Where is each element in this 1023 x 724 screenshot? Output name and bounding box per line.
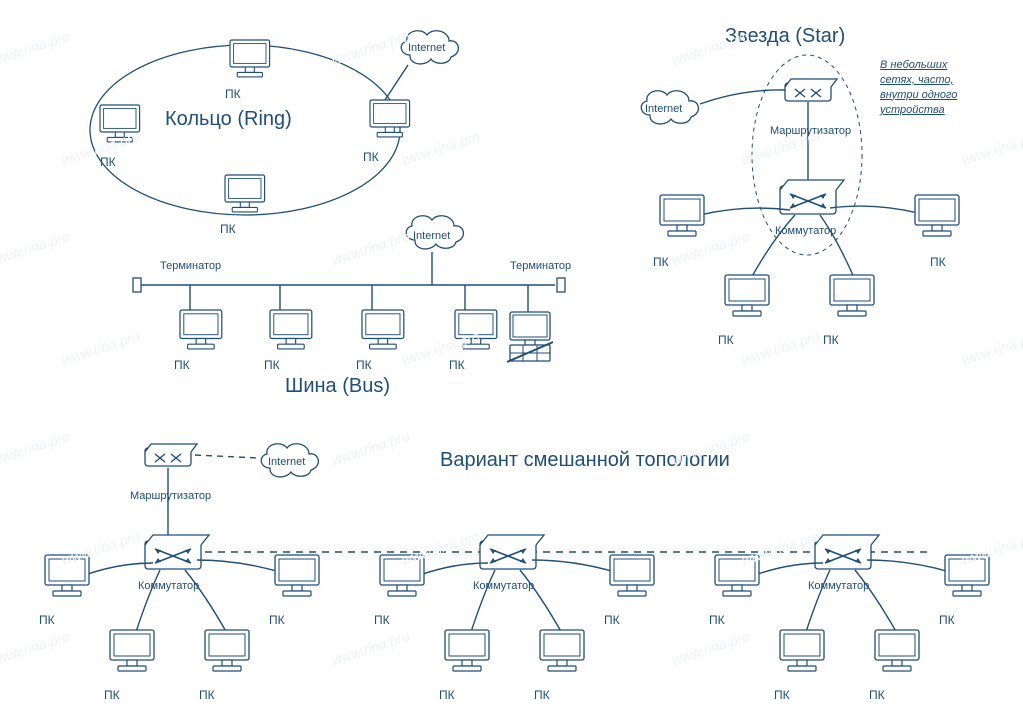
pc-icon xyxy=(100,105,140,142)
pc-label: ПК xyxy=(264,358,280,372)
pc-icon xyxy=(180,310,222,349)
pc-icon xyxy=(110,630,154,671)
router-label: Маршрутизатор xyxy=(130,490,211,502)
link-curve xyxy=(830,206,918,213)
pc-label: ПК xyxy=(220,222,236,236)
pc-icon xyxy=(875,630,919,671)
pc-label: ПК xyxy=(269,613,285,627)
pc-icon xyxy=(780,630,824,671)
pc-icon xyxy=(225,175,265,212)
pc-icon xyxy=(540,630,584,671)
pc-label: ПК xyxy=(374,613,390,627)
link-line xyxy=(195,455,258,458)
link-curve xyxy=(197,560,280,572)
server-icon xyxy=(507,312,553,362)
pc-icon xyxy=(455,310,497,349)
pc-icon xyxy=(725,275,769,316)
pc-icon xyxy=(660,195,704,236)
pc-label: ПК xyxy=(439,688,455,702)
pc-label: ПК xyxy=(709,613,725,627)
pc-label: ПК xyxy=(718,333,734,347)
title-ring: Кольцо (Ring) xyxy=(165,108,292,131)
title-star: Звезда (Star) xyxy=(725,25,845,48)
pc-label: ПК xyxy=(174,358,190,372)
pc-label: ПК xyxy=(604,613,620,627)
link-curve xyxy=(755,563,823,575)
terminator-icon xyxy=(133,278,141,292)
router-label: Маршрутизатор xyxy=(770,125,851,137)
note-star: В небольшихсетях, часто,внутри одногоуст… xyxy=(880,58,957,117)
pc-label: ПК xyxy=(356,358,372,372)
switch-icon xyxy=(815,535,879,569)
pc-icon xyxy=(230,40,270,77)
link-curve xyxy=(420,563,488,575)
pc-icon xyxy=(362,310,404,349)
internet-label: Internet xyxy=(645,103,682,115)
internet-label: Internet xyxy=(408,42,445,54)
link-line xyxy=(385,65,408,100)
terminator-label: Терминатор xyxy=(160,260,221,272)
switch-label: Коммутатор xyxy=(808,580,869,592)
title-mixed: Вариант смешанной топологии xyxy=(440,449,730,472)
link-curve xyxy=(700,90,785,104)
pc-label: ПК xyxy=(104,688,120,702)
router-icon xyxy=(785,79,837,101)
pc-icon xyxy=(715,555,759,596)
switch-label: Коммутатор xyxy=(473,580,534,592)
switch-icon xyxy=(480,535,544,569)
pc-label: ПК xyxy=(199,688,215,702)
switch-icon xyxy=(780,180,844,214)
diagram-stage: { "meta": { "bg": "#ffffff", "stroke": "… xyxy=(0,0,1023,724)
pc-icon xyxy=(380,555,424,596)
terminator-icon xyxy=(557,278,565,292)
pc-label: ПК xyxy=(225,87,241,101)
pc-icon xyxy=(830,275,874,316)
pc-icon xyxy=(915,195,959,236)
pc-icon xyxy=(610,555,654,596)
pc-icon xyxy=(370,100,410,137)
link-curve xyxy=(532,560,615,572)
pc-label: ПК xyxy=(939,613,955,627)
link-curve xyxy=(700,208,790,215)
pc-icon xyxy=(945,555,989,596)
pc-icon xyxy=(45,555,89,596)
pc-label: ПК xyxy=(930,255,946,269)
pc-label: ПК xyxy=(823,333,839,347)
pc-icon xyxy=(275,555,319,596)
pc-label: ПК xyxy=(39,613,55,627)
pc-label: ПК xyxy=(869,688,885,702)
pc-icon xyxy=(270,310,312,349)
pc-label: ПК xyxy=(449,358,465,372)
title-bus: Шина (Bus) xyxy=(285,375,390,398)
diagram-svg xyxy=(0,0,1023,724)
pc-icon xyxy=(205,630,249,671)
internet-label: Internet xyxy=(268,456,305,468)
link-curve xyxy=(867,560,950,572)
link-curve xyxy=(85,563,153,575)
pc-label: ПК xyxy=(363,150,379,164)
router-icon xyxy=(145,444,197,466)
pc-label: ПК xyxy=(774,688,790,702)
switch-label: Коммутатор xyxy=(775,225,836,237)
switch-icon xyxy=(145,535,209,569)
pc-label: ПК xyxy=(534,688,550,702)
switch-label: Коммутатор xyxy=(138,580,199,592)
terminator-label: Терминатор xyxy=(510,260,571,272)
pc-label: ПК xyxy=(100,155,116,169)
pc-icon xyxy=(445,630,489,671)
internet-label: Internet xyxy=(413,230,450,242)
pc-label: ПК xyxy=(653,255,669,269)
